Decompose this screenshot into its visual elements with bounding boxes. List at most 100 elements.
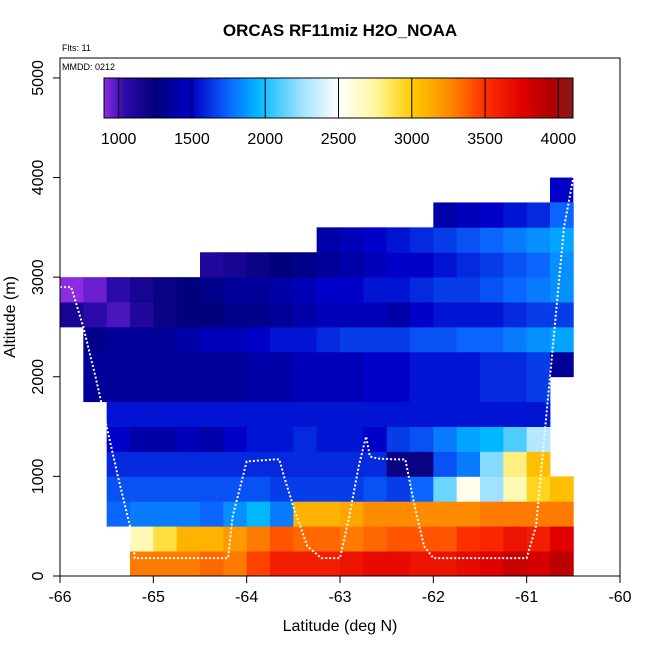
heatmap-cell [480, 351, 504, 378]
y-tick-label: 2000 [30, 359, 47, 395]
colorbar-tick-label: 2000 [247, 131, 283, 148]
heatmap-cell [456, 302, 481, 328]
flight-track-line [60, 177, 575, 560]
heatmap-cell [480, 277, 504, 303]
heatmap-cell [153, 401, 178, 427]
heatmap-cell [153, 351, 178, 378]
heatmap-cell [433, 551, 458, 577]
heatmap-cell [340, 501, 364, 527]
x-tick-label: -65 [142, 589, 165, 606]
heatmap-cell [363, 326, 388, 353]
heatmap-cell [153, 326, 178, 353]
y-tick-label: 5000 [30, 60, 47, 96]
colorbar-tick-label: 3000 [394, 131, 430, 148]
heatmap-cell [270, 451, 294, 477]
heatmap-cell [526, 451, 551, 477]
heatmap-cell [480, 426, 504, 452]
heatmap-cell [83, 351, 108, 378]
heatmap-cell [270, 551, 294, 577]
heatmap-cell [246, 277, 271, 303]
heatmap-cell [550, 277, 574, 303]
heatmap-cell [480, 526, 504, 552]
heatmap-cell [386, 227, 411, 253]
colorbar-tick-label: 3500 [467, 131, 503, 148]
heatmap-cell [270, 326, 294, 353]
heatmap-cell [246, 376, 271, 403]
heatmap-cell [410, 351, 434, 378]
heatmap-cell [386, 501, 411, 527]
heatmap-cell [106, 401, 131, 427]
heatmap-cell [526, 202, 551, 228]
heatmap-cell [433, 476, 458, 502]
heatmap-cell [480, 401, 504, 427]
heatmap-cell [386, 302, 411, 328]
heatmap-cell [456, 252, 481, 278]
heatmap-cell [456, 326, 481, 353]
heatmap-cells [60, 177, 574, 577]
heatmap-cell [130, 326, 154, 353]
heatmap-cell [340, 227, 364, 253]
heatmap-cell [223, 551, 248, 577]
heatmap-cell [363, 476, 388, 502]
heatmap-cell [153, 526, 178, 552]
heatmap-cell [433, 277, 458, 303]
heatmap-cell [340, 426, 364, 452]
heatmap-cell [200, 302, 224, 328]
heatmap-cell [433, 202, 458, 228]
heatmap-cell [386, 277, 411, 303]
heatmap-cell [386, 376, 411, 403]
heatmap-cell [153, 551, 178, 577]
heatmap-cell [176, 451, 201, 477]
heatmap-cell [526, 401, 551, 427]
heatmap-cell [270, 426, 294, 452]
heatmap-cell [503, 451, 528, 477]
heatmap-cell [130, 501, 154, 527]
heatmap-cell [246, 476, 271, 502]
x-axis: -66 -65 -64 -63 -62 -61 -60 [48, 576, 632, 606]
heatmap-cell [340, 376, 364, 403]
heatmap-cell [223, 451, 248, 477]
heatmap-cell [410, 401, 434, 427]
heatmap-cell [316, 426, 341, 452]
heatmap-cell [456, 501, 481, 527]
heatmap-cell [106, 476, 131, 502]
heatmap-cell [433, 401, 458, 427]
heatmap-cell [106, 376, 131, 403]
heatmap-cell [503, 351, 528, 378]
heatmap-cell [433, 227, 458, 253]
heatmap-cell [456, 426, 481, 452]
heatmap-cell [480, 252, 504, 278]
heatmap-cell [223, 426, 248, 452]
heatmap-cell [410, 277, 434, 303]
heatmap-cell [386, 426, 411, 452]
heatmap-cell [200, 376, 224, 403]
heatmap-cell [153, 376, 178, 403]
heatmap-cell [503, 227, 528, 253]
heatmap-cell [176, 302, 201, 328]
heatmap-cell [176, 277, 201, 303]
heatmap-cell [340, 252, 364, 278]
heatmap-cell [130, 476, 154, 502]
heatmap-cell [200, 277, 224, 303]
heatmap-cell [316, 302, 341, 328]
heatmap-cell [316, 376, 341, 403]
heatmap-cell [410, 252, 434, 278]
heatmap-cell [130, 426, 154, 452]
heatmap-cell [293, 326, 318, 353]
heatmap-cell [363, 252, 388, 278]
heatmap-cell [480, 302, 504, 328]
heatmap-cell [340, 526, 364, 552]
heatmap-cell [526, 277, 551, 303]
heatmap-cell [130, 376, 154, 403]
heatmap-cell [526, 302, 551, 328]
heatmap-cell [433, 376, 458, 403]
heatmap-cell [106, 501, 131, 527]
heatmap-cell [316, 526, 341, 552]
heatmap-cell [293, 252, 318, 278]
heatmap-cell [480, 227, 504, 253]
heatmap-cell [503, 202, 528, 228]
heatmap-cell [456, 551, 481, 577]
heatmap-cell [200, 526, 224, 552]
heatmap-cell [293, 351, 318, 378]
heatmap-cell [433, 302, 458, 328]
